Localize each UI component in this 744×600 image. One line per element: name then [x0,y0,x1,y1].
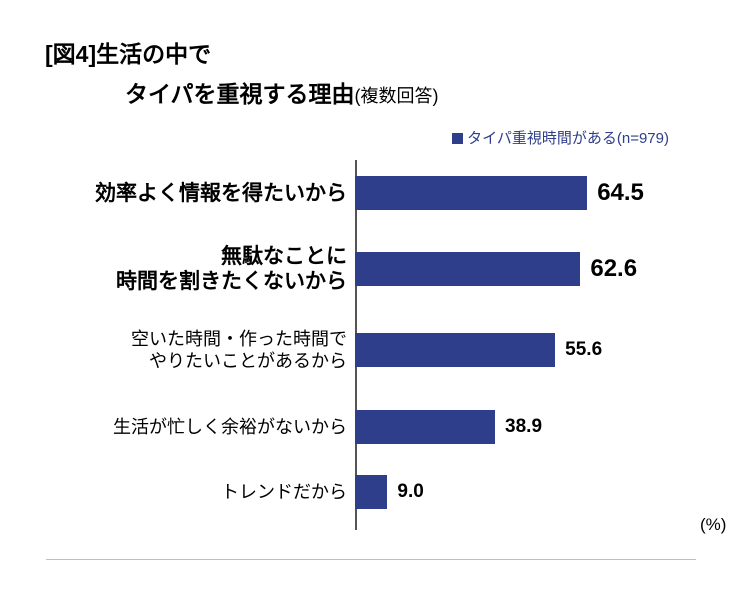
unit-label: (%) [700,515,726,535]
row-label: 生活が忙しく余裕がないから [30,416,347,438]
value-label: 38.9 [505,416,542,438]
chart-subtitle: (複数回答) [355,86,439,106]
row-label-line: 生活が忙しく余裕がないから [30,416,347,438]
chart-plot-area: 64.562.655.638.99.0 (%) 効率よく情報を得たいから無駄なこ… [30,160,714,560]
chart-legend: タイパ重視時間がある(n=979) [30,127,714,148]
chart-title-line-2: タイパを重視する理由(複数回答) [30,75,714,109]
value-label: 55.6 [565,339,602,361]
row-label: 無駄なことに時間を割きたくないから [30,244,347,294]
bottom-divider [46,559,696,560]
row-label: トレンドだから [30,481,347,503]
value-label: 9.0 [397,481,423,503]
row-label-line: 無駄なことに [30,244,347,269]
bar [355,252,580,286]
legend-label: タイパ重視時間がある(n=979) [467,130,669,147]
row-label-line: トレンドだから [30,481,347,503]
plot-region: 64.5 62.6 55.6 38.9 9.0 [355,160,715,530]
bar [355,475,387,509]
row-label-line: 時間を割きたくないから [30,269,347,294]
row-label: 効率よく情報を得たいから [30,181,347,206]
chart-title-main: タイパを重視する理由 [125,81,355,107]
row-label-line: 効率よく情報を得たいから [30,181,347,206]
row-label-line: 空いた時間・作った時間で [30,328,347,350]
bar [355,333,555,367]
value-label: 62.6 [590,255,637,283]
bar [355,176,587,210]
chart-container: [図4]生活の中で タイパを重視する理由(複数回答) タイパ重視時間がある(n=… [0,0,744,580]
row-label: 空いた時間・作った時間でやりたいことがあるから [30,328,347,372]
bar [355,410,495,444]
legend-marker [452,133,463,144]
chart-title-line-1: [図4]生活の中で [30,35,714,69]
row-label-line: やりたいことがあるから [30,350,347,372]
value-label: 64.5 [597,179,644,207]
